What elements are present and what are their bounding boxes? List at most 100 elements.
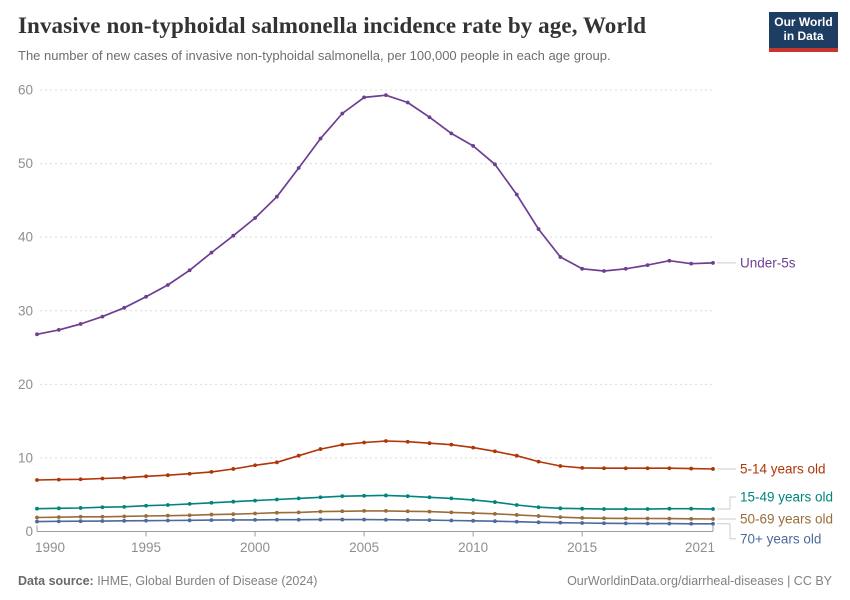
- series-point[interactable]: [471, 497, 476, 502]
- series-label-1[interactable]: 5-14 years old: [740, 461, 826, 476]
- series-point[interactable]: [100, 314, 105, 319]
- series-point[interactable]: [231, 512, 236, 517]
- series-point[interactable]: [274, 510, 279, 515]
- series-point[interactable]: [711, 261, 715, 265]
- series-label-0[interactable]: Under-5s: [740, 255, 796, 270]
- series-point[interactable]: [580, 515, 585, 520]
- series-point[interactable]: [514, 503, 519, 507]
- series-point[interactable]: [558, 520, 563, 525]
- series-point[interactable]: [209, 469, 214, 474]
- series-point[interactable]: [362, 508, 366, 513]
- series-point[interactable]: [122, 514, 127, 519]
- series-point[interactable]: [362, 517, 366, 522]
- series-point[interactable]: [296, 496, 301, 501]
- series-point[interactable]: [645, 521, 650, 526]
- series-point[interactable]: [100, 476, 105, 481]
- series-point[interactable]: [165, 518, 170, 523]
- series-point[interactable]: [318, 447, 323, 451]
- series-point[interactable]: [231, 518, 236, 522]
- series-point[interactable]: [384, 93, 388, 98]
- series-point[interactable]: [122, 518, 127, 523]
- series-point[interactable]: [536, 459, 541, 464]
- series-point[interactable]: [602, 516, 606, 521]
- series-point[interactable]: [536, 227, 541, 231]
- series-point[interactable]: [209, 500, 214, 505]
- series-point[interactable]: [536, 520, 541, 525]
- series-point[interactable]: [645, 507, 650, 511]
- series-point[interactable]: [274, 517, 279, 522]
- series-point[interactable]: [253, 498, 257, 503]
- series-point[interactable]: [384, 517, 388, 522]
- series-point[interactable]: [362, 95, 366, 100]
- series-point[interactable]: [231, 467, 236, 471]
- series-point[interactable]: [580, 465, 585, 470]
- series-point[interactable]: [56, 506, 61, 511]
- series-point[interactable]: [384, 439, 388, 443]
- series-point[interactable]: [253, 511, 257, 516]
- series-point[interactable]: [711, 507, 715, 511]
- series-point[interactable]: [384, 493, 388, 498]
- series-point[interactable]: [689, 506, 694, 511]
- series-point[interactable]: [427, 495, 432, 500]
- series-point[interactable]: [340, 442, 345, 447]
- series-point[interactable]: [405, 494, 410, 499]
- series-point[interactable]: [623, 521, 628, 526]
- series-point[interactable]: [340, 517, 345, 522]
- series-point[interactable]: [536, 505, 541, 510]
- series-point[interactable]: [100, 505, 105, 510]
- series-point[interactable]: [78, 519, 83, 524]
- series-point[interactable]: [623, 466, 628, 471]
- series-point[interactable]: [536, 514, 541, 518]
- series-point[interactable]: [296, 453, 301, 458]
- series-point[interactable]: [558, 515, 563, 520]
- series-point[interactable]: [35, 478, 39, 482]
- series-point[interactable]: [165, 513, 170, 518]
- series-point[interactable]: [144, 518, 148, 523]
- series-point[interactable]: [427, 509, 432, 514]
- series-line-0[interactable]: [36, 94, 714, 336]
- series-point[interactable]: [623, 266, 628, 271]
- series-point[interactable]: [78, 322, 83, 326]
- series-point[interactable]: [449, 131, 454, 136]
- series-point[interactable]: [471, 518, 476, 523]
- series-point[interactable]: [645, 263, 650, 268]
- series-point[interactable]: [623, 516, 628, 521]
- series-point[interactable]: [296, 510, 301, 515]
- series-point[interactable]: [274, 194, 279, 199]
- series-point[interactable]: [602, 466, 606, 471]
- series-point[interactable]: [253, 517, 257, 522]
- series-point[interactable]: [384, 508, 388, 513]
- series-point[interactable]: [122, 475, 127, 480]
- series-point[interactable]: [427, 518, 432, 522]
- series-point[interactable]: [493, 162, 497, 167]
- series-point[interactable]: [602, 269, 606, 273]
- series-point[interactable]: [144, 294, 148, 299]
- series-point[interactable]: [209, 512, 214, 517]
- series-point[interactable]: [689, 261, 694, 266]
- series-point[interactable]: [296, 517, 301, 522]
- series-point[interactable]: [187, 518, 192, 523]
- series-point[interactable]: [100, 519, 105, 523]
- series-point[interactable]: [165, 473, 170, 478]
- series-point[interactable]: [296, 166, 301, 170]
- series-point[interactable]: [78, 506, 83, 510]
- series-point[interactable]: [514, 513, 519, 517]
- series-point[interactable]: [165, 503, 170, 507]
- series-point[interactable]: [78, 514, 83, 519]
- series-point[interactable]: [580, 266, 585, 271]
- series-point[interactable]: [253, 216, 257, 220]
- series-point[interactable]: [56, 515, 61, 520]
- series-point[interactable]: [580, 506, 585, 511]
- series-line-1[interactable]: [36, 440, 714, 481]
- series-point[interactable]: [514, 192, 519, 197]
- series-line-2[interactable]: [36, 494, 714, 510]
- series-point[interactable]: [318, 136, 323, 141]
- series-point[interactable]: [471, 511, 476, 516]
- series-point[interactable]: [35, 519, 39, 524]
- series-point[interactable]: [623, 507, 628, 511]
- series-point[interactable]: [493, 519, 497, 524]
- series-label-3[interactable]: 50-69 years old: [740, 511, 833, 526]
- series-label-2[interactable]: 15-49 years old: [740, 490, 833, 505]
- series-point[interactable]: [318, 495, 323, 500]
- series-point[interactable]: [471, 445, 476, 450]
